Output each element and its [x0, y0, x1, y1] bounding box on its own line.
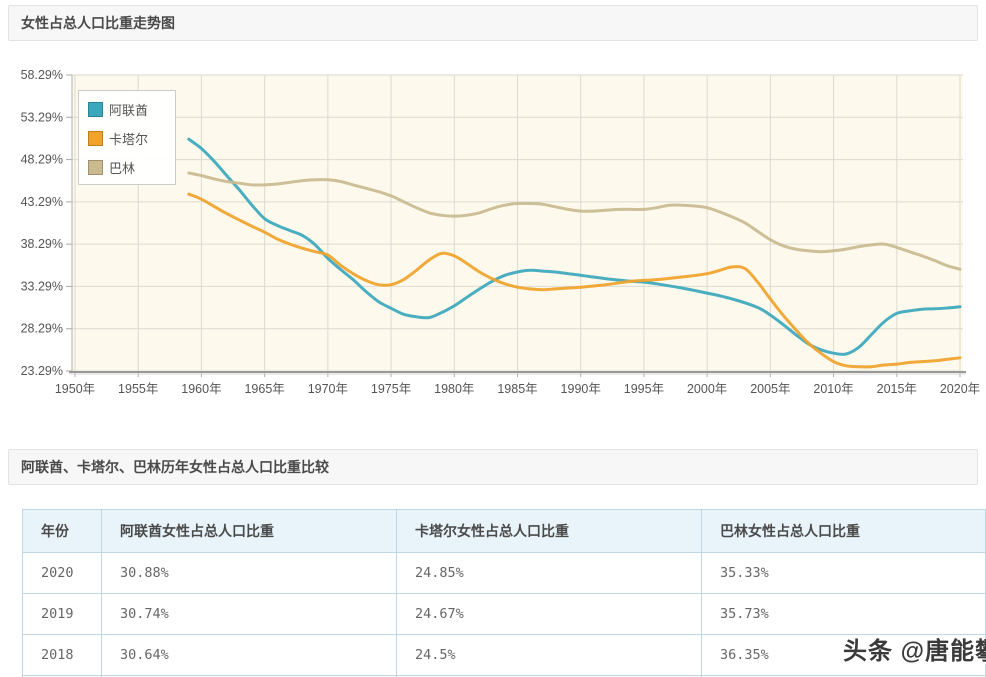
table-cell: 30.88% [101, 552, 397, 594]
table-row: 2019 30.74% 24.67% 35.73% [22, 593, 986, 635]
table-cell: 36.35% [701, 634, 986, 676]
chart-legend: 阿联酋 卡塔尔 巴林 [78, 90, 176, 185]
x-tick-label: 1960年 [181, 382, 221, 396]
table-cell: 35.33% [701, 552, 986, 594]
y-tick-label: 28.29% [21, 322, 63, 336]
y-tick-label: 23.29% [21, 364, 63, 378]
table-cell: 30.74% [101, 593, 397, 635]
watermark: 头条 @唐能攀 [843, 638, 986, 665]
table-header-row: 年份 阿联酋女性占总人口比重 卡塔尔女性占总人口比重 巴林女性占总人口比重 [22, 509, 986, 553]
y-tick-label: 53.29% [21, 110, 63, 124]
table-panel: 阿联酋、卡塔尔、巴林历年女性占总人口比重比较 年份 阿联酋女性占总人口比重 卡塔尔女… [8, 449, 986, 677]
table-header-cell: 阿联酋女性占总人口比重 [101, 509, 397, 553]
table-header-cell: 巴林女性占总人口比重 [701, 509, 986, 553]
y-tick-label: 58.29% [21, 68, 63, 82]
x-tick-label: 1980年 [434, 382, 474, 396]
x-tick-label: 1990年 [561, 382, 601, 396]
legend-swatch-icon [88, 160, 103, 175]
trend-panel: 女性占总人口比重走势图 1950年 1955年 1960年 1965年 1970年 197… [8, 0, 981, 413]
trend-panel-header: 女性占总人口比重走势图 [8, 5, 978, 41]
y-tick-label: 33.29% [21, 279, 63, 293]
x-tick-label: 1955年 [118, 382, 158, 396]
table-cell: 35.73% [701, 593, 986, 635]
table-row-clipped [22, 675, 986, 677]
legend-label: 巴林 [109, 161, 136, 176]
x-tick-label: 1950年 [55, 382, 95, 396]
y-tick-label: 38.29% [21, 237, 63, 251]
table-header-cell: 卡塔尔女性占总人口比重 [396, 509, 702, 553]
x-tick-label: 2020年 [940, 382, 980, 396]
legend-item-2[interactable]: 巴林 [79, 153, 175, 182]
x-tick-label: 2005年 [750, 382, 790, 396]
legend-label: 阿联酋 [109, 103, 149, 118]
x-tick-label: 1975年 [371, 382, 411, 396]
table-cell: 2018 [22, 634, 102, 676]
table-cell: 2020 [22, 552, 102, 594]
y-tick-label: 48.29% [21, 153, 63, 167]
x-tick-label: 2010年 [813, 382, 853, 396]
chart-area: 1950年 1955年 1960年 1965年 1970年 1975年 1980年 1985年… [8, 41, 981, 413]
y-tick-label: 43.29% [21, 195, 63, 209]
x-tick-label: 2000年 [687, 382, 727, 396]
table-cell: 30.64% [101, 634, 397, 676]
legend-swatch-icon [88, 102, 103, 117]
legend-swatch-icon [88, 131, 103, 146]
table-panel-header: 阿联酋、卡塔尔、巴林历年女性占总人口比重比较 [8, 449, 978, 485]
trend-panel-title: 女性占总人口比重走势图 [21, 15, 175, 31]
legend-item-0[interactable]: 阿联酋 [79, 95, 175, 124]
trend-chart: 1950年 1955年 1960年 1965年 1970年 1975年 1980年 1985年… [21, 68, 981, 396]
table-panel-title: 阿联酋、卡塔尔、巴林历年女性占总人口比重比较 [21, 459, 329, 475]
table-cell: 24.67% [396, 593, 702, 635]
series-line-2 [187, 171, 962, 271]
table-cell: 24.5% [396, 634, 702, 676]
legend-label: 卡塔尔 [109, 132, 149, 147]
table-cell [701, 675, 986, 677]
table-row: 2018 30.64% 24.5% 36.35% [22, 634, 986, 676]
x-tick-label: 1985年 [497, 382, 537, 396]
series-line-0 [187, 137, 962, 356]
x-tick-label: 1965年 [244, 382, 284, 396]
series-line-1 [187, 192, 962, 369]
table-row: 2020 30.88% 24.85% 35.33% [22, 552, 986, 594]
table-header-cell: 年份 [22, 509, 102, 553]
table-cell: 2019 [22, 593, 102, 635]
x-tick-label: 1995年 [624, 382, 664, 396]
legend-item-1[interactable]: 卡塔尔 [79, 124, 175, 153]
x-tick-label: 1970年 [308, 382, 348, 396]
x-tick-label: 2015年 [877, 382, 917, 396]
comparison-table: 年份 阿联酋女性占总人口比重 卡塔尔女性占总人口比重 巴林女性占总人口比重 2020 3… [22, 509, 986, 677]
table-cell: 24.85% [396, 552, 702, 594]
